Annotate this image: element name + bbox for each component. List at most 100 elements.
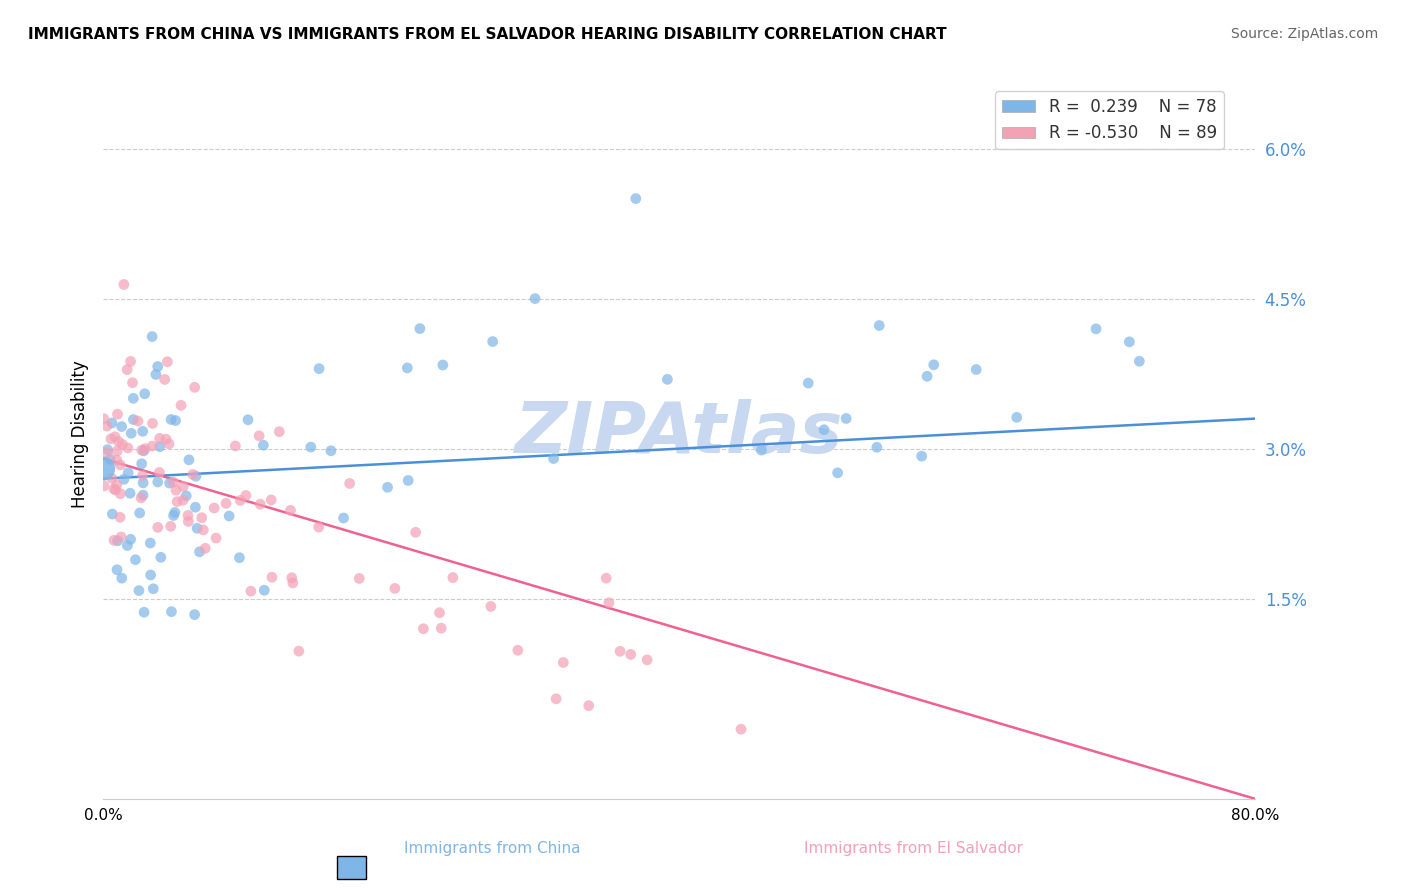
Point — [103, 482, 125, 496]
Point — [252, 438, 274, 452]
Point — [148, 466, 170, 480]
Point — [127, 414, 149, 428]
Point — [260, 492, 283, 507]
Point — [1085, 322, 1108, 336]
Point — [110, 487, 132, 501]
Point — [253, 583, 276, 598]
Point — [543, 451, 565, 466]
Point — [111, 419, 134, 434]
Point — [105, 444, 128, 458]
Point — [280, 503, 302, 517]
Point — [636, 653, 658, 667]
Point — [432, 358, 454, 372]
Point — [159, 476, 181, 491]
Point — [111, 571, 134, 585]
Point — [299, 440, 322, 454]
Point — [965, 362, 987, 376]
Text: Immigrants from China: Immigrants from China — [404, 841, 581, 856]
Point — [120, 354, 142, 368]
Text: Source: ZipAtlas.com: Source: ZipAtlas.com — [1230, 27, 1378, 41]
Point — [339, 476, 361, 491]
Point — [218, 509, 240, 524]
Point — [288, 644, 311, 658]
Point — [308, 361, 330, 376]
Point — [186, 521, 208, 535]
Point — [91, 461, 114, 475]
Point — [481, 334, 503, 349]
Point — [396, 474, 419, 488]
Point — [112, 277, 135, 292]
Point — [224, 439, 246, 453]
Point — [146, 359, 169, 374]
Point — [405, 525, 427, 540]
Point — [835, 411, 858, 425]
Point — [163, 505, 186, 519]
Point — [184, 500, 207, 515]
Point — [620, 648, 643, 662]
Point — [132, 425, 155, 439]
Text: IMMIGRANTS FROM CHINA VS IMMIGRANTS FROM EL SALVADOR HEARING DISABILITY CORRELAT: IMMIGRANTS FROM CHINA VS IMMIGRANTS FROM… — [28, 27, 946, 42]
Point — [911, 449, 934, 463]
Point — [524, 292, 547, 306]
Point — [228, 550, 250, 565]
Point — [751, 443, 773, 458]
Point — [730, 722, 752, 736]
Text: Immigrants from El Salvador: Immigrants from El Salvador — [804, 841, 1024, 856]
Point — [128, 583, 150, 598]
Point — [281, 576, 304, 591]
Point — [166, 494, 188, 508]
Point — [93, 479, 115, 493]
Point — [229, 493, 252, 508]
Point — [146, 475, 169, 489]
Point — [131, 468, 153, 483]
Point — [117, 466, 139, 480]
Point — [141, 329, 163, 343]
Point — [215, 496, 238, 510]
Point — [239, 584, 262, 599]
Point — [1128, 354, 1150, 368]
Point — [235, 488, 257, 502]
Point — [177, 515, 200, 529]
Point — [105, 563, 128, 577]
Point — [162, 508, 184, 523]
Point — [915, 369, 938, 384]
Point — [103, 533, 125, 548]
Point — [657, 372, 679, 386]
Point — [141, 439, 163, 453]
Point — [441, 571, 464, 585]
Point — [153, 372, 176, 386]
Point — [177, 508, 200, 523]
Point — [813, 423, 835, 437]
Point — [506, 643, 529, 657]
Point — [160, 605, 183, 619]
Point — [184, 469, 207, 483]
Point — [132, 475, 155, 490]
Point — [145, 368, 167, 382]
Point — [188, 545, 211, 559]
Point — [108, 510, 131, 524]
Point — [149, 431, 172, 445]
Point — [578, 698, 600, 713]
Point — [247, 429, 270, 443]
Point — [162, 475, 184, 489]
Legend: R =  0.239    N = 78, R = -0.530    N = 89: R = 0.239 N = 78, R = -0.530 N = 89 — [995, 92, 1223, 149]
Point — [131, 443, 153, 458]
Point — [96, 446, 118, 460]
Point — [269, 425, 291, 439]
Point — [142, 582, 165, 596]
Point — [104, 430, 127, 444]
Point — [183, 607, 205, 622]
Point — [827, 466, 849, 480]
Point — [155, 432, 177, 446]
Point — [797, 376, 820, 390]
Point — [1118, 334, 1140, 349]
Point — [412, 622, 434, 636]
Point — [122, 412, 145, 426]
Point — [157, 437, 180, 451]
Point — [101, 507, 124, 521]
Point — [142, 417, 165, 431]
Point — [132, 443, 155, 458]
Point — [165, 483, 187, 498]
Point — [101, 471, 124, 485]
Point — [260, 570, 283, 584]
